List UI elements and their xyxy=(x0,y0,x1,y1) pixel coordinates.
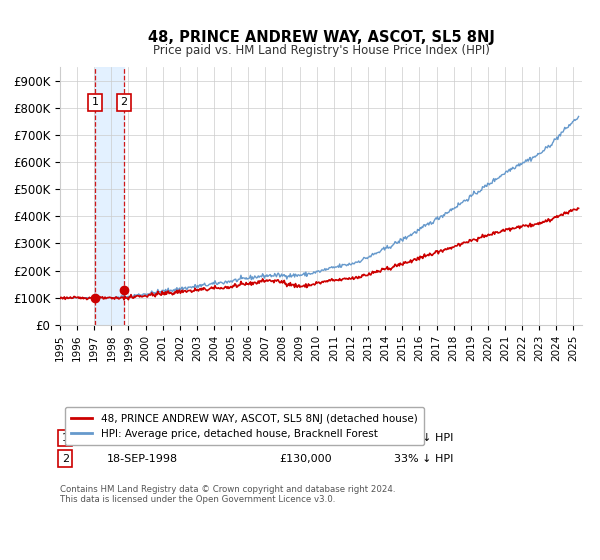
Text: £130,000: £130,000 xyxy=(279,454,332,464)
Text: 33% ↓ HPI: 33% ↓ HPI xyxy=(394,454,454,464)
Text: 1: 1 xyxy=(62,433,69,443)
Bar xyxy=(95,67,124,325)
Text: Contains HM Land Registry data © Crown copyright and database right 2024.
This d: Contains HM Land Registry data © Crown c… xyxy=(60,484,395,504)
Title: 48, PRINCE ANDREW WAY, ASCOT, SL5 8NJ: 48, PRINCE ANDREW WAY, ASCOT, SL5 8NJ xyxy=(148,30,494,45)
Text: £97,500: £97,500 xyxy=(279,433,325,443)
Legend: 48, PRINCE ANDREW WAY, ASCOT, SL5 8NJ (detached house), HPI: Average price, deta: 48, PRINCE ANDREW WAY, ASCOT, SL5 8NJ (d… xyxy=(65,407,424,445)
Text: 2: 2 xyxy=(62,454,69,464)
Text: 14-JAN-1997: 14-JAN-1997 xyxy=(107,433,177,443)
Text: 2: 2 xyxy=(120,97,127,108)
Text: 33% ↓ HPI: 33% ↓ HPI xyxy=(394,433,454,443)
Text: 1: 1 xyxy=(91,97,98,108)
Text: 18-SEP-1998: 18-SEP-1998 xyxy=(107,454,178,464)
Text: Price paid vs. HM Land Registry's House Price Index (HPI): Price paid vs. HM Land Registry's House … xyxy=(152,44,490,57)
